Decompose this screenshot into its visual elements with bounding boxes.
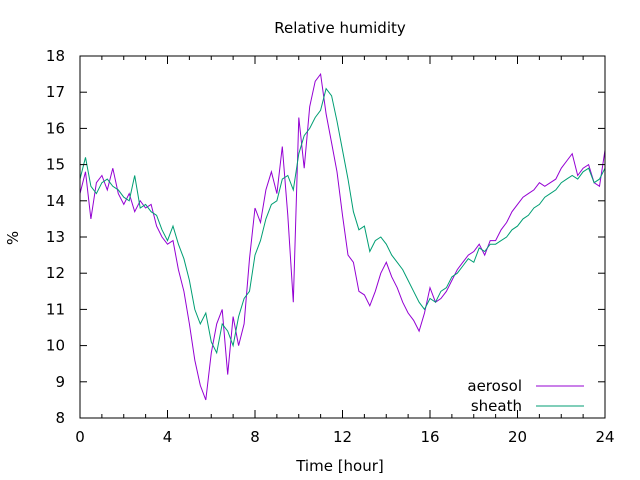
x-tick-label: 4 xyxy=(163,428,173,446)
series-line-sheath xyxy=(79,87,606,355)
x-tick-label: 0 xyxy=(75,428,85,446)
y-tick-label: 14 xyxy=(46,192,65,210)
x-tick-label: 12 xyxy=(333,428,352,446)
x-tick-label: 24 xyxy=(595,428,614,446)
legend: aerosol sheath xyxy=(467,377,584,415)
y-tick-label: 16 xyxy=(46,119,65,137)
x-axis-label: Time [hour] xyxy=(295,457,384,475)
legend-label-aerosol: aerosol xyxy=(467,377,522,395)
chart-title: Relative humidity xyxy=(274,19,406,37)
y-tick-label: 13 xyxy=(46,228,65,246)
x-tick-label: 20 xyxy=(508,428,527,446)
axes-layer: 8 9 10 11 12 13 14 15 16 17 18 0 4 8 12 16 20 24 xyxy=(46,47,615,446)
x-tick-label: 16 xyxy=(420,428,439,446)
y-axis-label: % xyxy=(4,231,22,245)
y-tick-label: 17 xyxy=(46,83,65,101)
y-tick-label: 11 xyxy=(46,300,65,318)
y-tick-label: 9 xyxy=(55,373,65,391)
legend-label-sheath: sheath xyxy=(471,397,522,415)
y-tick-label: 15 xyxy=(46,156,65,174)
y-tick-label: 10 xyxy=(46,337,65,355)
y-tick-label: 8 xyxy=(55,409,65,427)
series-line-aerosol xyxy=(79,72,606,401)
series-layer xyxy=(79,72,606,401)
x-tick-label: 8 xyxy=(250,428,260,446)
y-tick-label: 18 xyxy=(46,47,65,65)
y-tick-label: 12 xyxy=(46,264,65,282)
